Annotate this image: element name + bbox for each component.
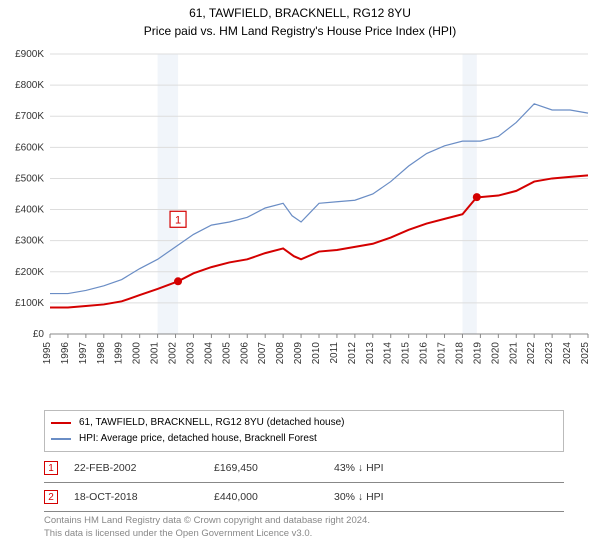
y-axis-label: £600K [15,142,44,153]
x-axis-label: 2013 [365,342,376,365]
footer: Contains HM Land Registry data © Crown c… [44,514,370,540]
x-axis-label: 2015 [401,342,412,365]
x-axis-label: 1996 [60,342,71,365]
x-axis-label: 2025 [580,342,591,365]
x-axis-label: 2019 [472,342,483,365]
legend-swatch [51,422,71,424]
x-axis-label: 2017 [437,342,448,365]
footer-line: This data is licensed under the Open Gov… [44,527,370,540]
x-axis-label: 2024 [562,342,573,365]
y-axis-label: £0 [33,329,45,340]
chart-band [158,54,178,334]
event-diff: 43% ↓ HPI [334,462,454,474]
x-axis-label: 2008 [275,342,286,365]
x-axis-label: 2005 [221,342,232,365]
footer-line: Contains HM Land Registry data © Crown c… [44,514,370,527]
chart-marker-dot [473,193,481,201]
legend-label: 61, TAWFIELD, BRACKNELL, RG12 8YU (detac… [79,415,345,431]
chart-svg: £0 £100K £200K £300K £400K £500K £600K £700K £80… [0,44,600,404]
x-axis-label: 2021 [508,342,519,365]
legend-item: 61, TAWFIELD, BRACKNELL, RG12 8YU (detac… [51,415,557,431]
y-axis-label: £700K [15,111,44,122]
event-row: 2 18-OCT-2018 £440,000 30% ↓ HPI [44,485,564,509]
event-price: £440,000 [214,491,334,503]
x-axis-label: 1999 [114,342,125,365]
x-axis-label: 2004 [203,342,214,365]
x-axis-label: 2022 [526,342,537,365]
divider [44,482,564,483]
x-axis-label: 2010 [311,342,322,365]
y-axis-label: £100K [15,298,44,309]
x-axis-label: 2018 [454,342,465,365]
x-axis-label: 2006 [239,342,250,365]
x-axis-label: 2023 [544,342,555,365]
x-axis-label: 2011 [329,342,340,364]
event-date: 18-OCT-2018 [74,491,214,503]
y-axis-label: £400K [15,205,44,216]
event-diff: 30% ↓ HPI [334,491,454,503]
legend-label: HPI: Average price, detached house, Brac… [79,431,317,447]
page-subtitle: Price paid vs. HM Land Registry's House … [0,20,600,38]
chart-marker-label: 1 [175,214,181,226]
legend-item: HPI: Average price, detached house, Brac… [51,431,557,447]
x-axis-label: 1997 [78,342,89,365]
events-table: 1 22-FEB-2002 £169,450 43% ↓ HPI 2 18-OC… [44,456,564,514]
chart: £0 £100K £200K £300K £400K £500K £600K £700K £80… [0,44,600,404]
x-axis-label: 2002 [168,342,179,365]
y-axis-label: £200K [15,267,44,278]
x-axis-label: 2016 [419,342,430,365]
x-axis-label: 1998 [96,342,107,365]
y-axis-label: £500K [15,173,44,184]
event-date: 22-FEB-2002 [74,462,214,474]
y-axis-label: £800K [15,80,44,91]
page-title: 61, TAWFIELD, BRACKNELL, RG12 8YU [0,0,600,20]
event-marker-icon: 2 [44,490,58,504]
series-blue [50,104,588,294]
y-axis-label: £900K [15,49,44,60]
event-price: £169,450 [214,462,334,474]
series-red [50,175,588,307]
legend: 61, TAWFIELD, BRACKNELL, RG12 8YU (detac… [44,410,564,452]
y-axis-label: £300K [15,236,44,247]
legend-swatch [51,438,71,440]
x-axis-label: 2007 [257,342,268,365]
x-axis-label: 2012 [347,342,358,365]
x-axis-label: 2001 [150,342,161,365]
event-marker-icon: 1 [44,461,58,475]
x-axis-label: 2003 [185,342,196,365]
x-axis-label: 2020 [490,342,501,365]
x-axis-label: 1995 [42,342,53,365]
chart-marker-dot [174,277,182,285]
divider [44,511,564,512]
event-row: 1 22-FEB-2002 £169,450 43% ↓ HPI [44,456,564,480]
x-axis-label: 2000 [132,342,143,365]
x-axis-label: 2009 [293,342,304,365]
x-axis-label: 2014 [383,342,394,365]
